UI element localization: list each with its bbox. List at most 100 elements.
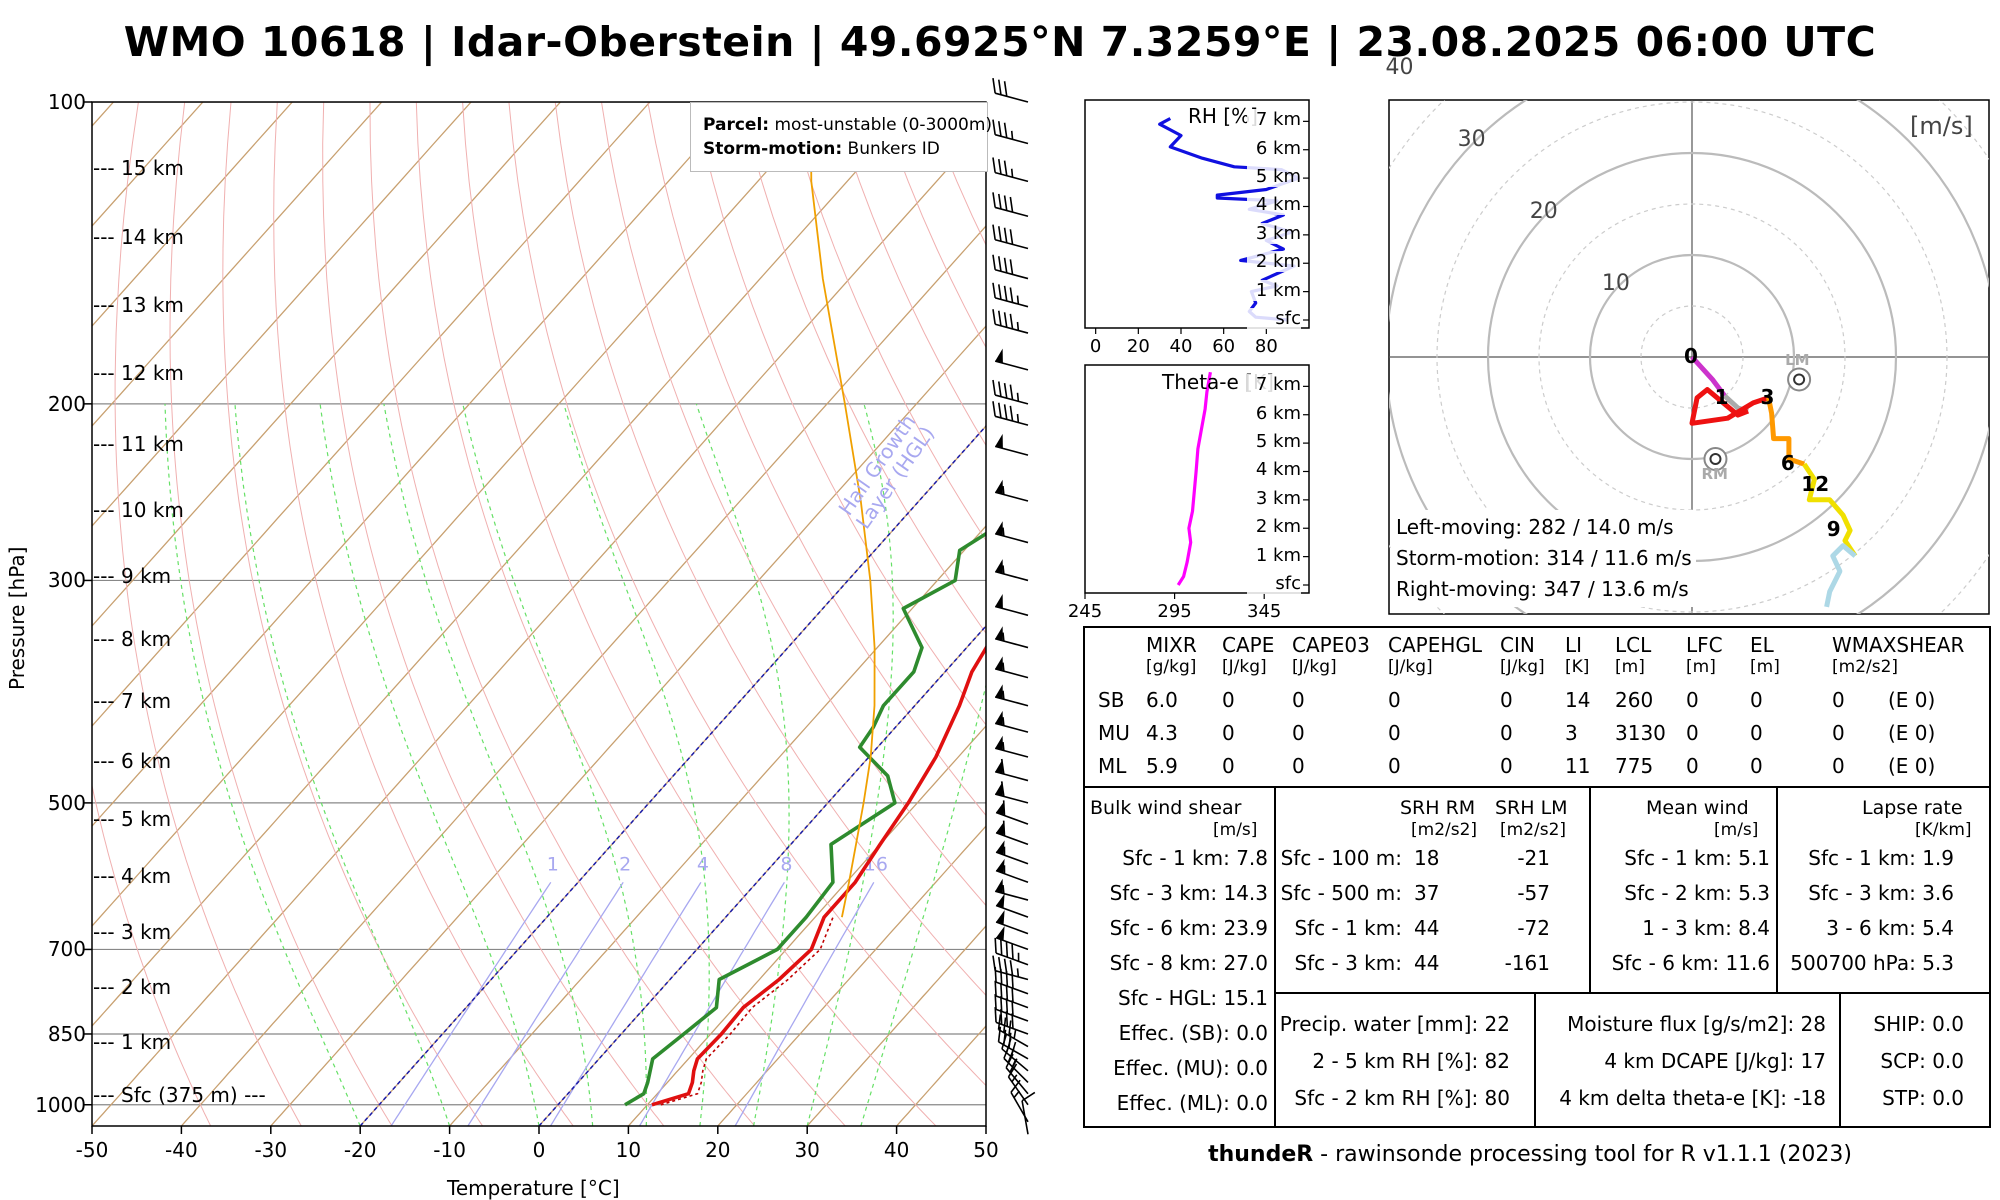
index-value: 0 <box>1388 721 1401 745</box>
moist-adiabat <box>563 403 710 1126</box>
lapse-title: Lapse rate <box>1862 797 1963 819</box>
isotherm <box>717 825 986 1126</box>
panel-x-tick: 20 <box>1126 336 1150 357</box>
dry-adiabat <box>554 102 986 997</box>
index-value: 0 <box>1832 754 1845 778</box>
index-value: 0 <box>1500 754 1513 778</box>
isotherm <box>180 225 986 1126</box>
srh-lm-value: -161 <box>1504 951 1550 975</box>
y-axis-label: Pressure [hPa] <box>5 546 29 690</box>
mixing-ratio-label: 1 <box>547 853 559 875</box>
storm-marker-lm <box>1787 367 1812 392</box>
storm-label: Storm-motion: <box>703 139 843 159</box>
wind-barb <box>992 309 1029 334</box>
wind-barb <box>994 980 1029 1009</box>
index-header: LCL <box>1615 633 1652 657</box>
rh-title: RH [%] <box>1188 104 1258 128</box>
x-tick-label: -40 <box>165 1138 198 1162</box>
parcel-value: most-unstable (0-3000m) <box>774 115 993 135</box>
index-unit: [m] <box>1615 657 1645 677</box>
x-tick-label: -30 <box>254 1138 288 1162</box>
hodo-segment <box>1824 543 1857 608</box>
srh-row-label: Sfc - 100 m: <box>1280 846 1402 870</box>
index-value: 5.9 <box>1146 754 1178 778</box>
isotherm <box>92 125 986 1126</box>
temperature-profile <box>651 644 986 1107</box>
isotherm <box>806 925 986 1126</box>
isotherm <box>627 725 986 1126</box>
wind-barb <box>992 282 1029 308</box>
index-value: 3130 <box>1615 721 1666 745</box>
index-value: 0 <box>1388 688 1401 712</box>
storm-marker-dot <box>1793 373 1806 386</box>
wind-barb <box>995 820 1029 846</box>
profile-line <box>1176 371 1212 586</box>
mixing-ratio-line <box>734 881 875 1126</box>
index-unit: [g/kg] <box>1146 657 1197 677</box>
wind-barb <box>994 559 1029 582</box>
wind-barb <box>995 858 1029 884</box>
index-header: LI <box>1565 633 1583 657</box>
moist-adiabat <box>383 403 594 1126</box>
lapse-row: Sfc - 3 km: 3.6 <box>1808 881 1954 905</box>
lapse-row: Sfc - 1 km: 1.9 <box>1808 846 1954 870</box>
index-header: LFC <box>1686 633 1723 657</box>
left-moving-text: Left-moving: 282 / 14.0 m/s <box>1396 515 1674 539</box>
isotherm <box>896 1024 986 1126</box>
srh-rm-title: SRH RM <box>1400 797 1476 819</box>
index-value: 11 <box>1565 754 1591 778</box>
index-header: MIXR <box>1146 633 1197 657</box>
isotherm <box>92 102 561 627</box>
wind-barb <box>1010 1079 1029 1123</box>
index-header: CAPE <box>1222 633 1275 657</box>
wind-barb <box>995 800 1029 825</box>
height-label: --- 2 km <box>93 975 172 999</box>
srh-row-label: Sfc - 3 km: <box>1294 951 1402 975</box>
isotherm <box>92 102 919 1027</box>
hodo-height-label: 1 <box>1714 384 1729 409</box>
wind-barb <box>995 926 1029 951</box>
wind-barb <box>995 893 1029 918</box>
table-frame <box>1083 626 1991 1128</box>
index-value: 0 <box>1750 721 1763 745</box>
panel-x-tick: 345 <box>1247 601 1282 622</box>
wind-barb <box>992 254 1029 280</box>
hodo-ring-label: 40 <box>1385 54 1414 80</box>
right-moving-text: Right-moving: 347 / 13.6 m/s <box>1396 577 1689 601</box>
dry-adiabat <box>114 102 302 1126</box>
panel-level-label: 1 km <box>1247 544 1301 566</box>
parcel-profile <box>809 102 876 918</box>
dry-adiabat <box>322 102 665 1126</box>
dewpoint-profile <box>624 531 986 1107</box>
dry-adiabat <box>739 102 986 635</box>
storm-label-rm: RM <box>1701 465 1728 483</box>
index-value: 260 <box>1615 688 1654 712</box>
panel-x-tick: 60 <box>1212 336 1236 357</box>
panel-x-tick: 245 <box>1067 601 1103 622</box>
parcel-legend: Parcel: most-unstable (0-3000m) Storm-mo… <box>690 102 992 172</box>
dry-adiabat <box>462 102 937 1126</box>
index-row-name: MU <box>1098 721 1130 745</box>
srh-rm-unit: [m2/s2] <box>1411 820 1478 840</box>
srh-row-label: Sfc - 500 m: <box>1280 881 1402 905</box>
x-tick-label: 40 <box>883 1138 910 1162</box>
height-label: --- 13 km <box>93 293 184 317</box>
mixing-ratio-line <box>638 881 785 1126</box>
index-unit: [m] <box>1750 657 1780 677</box>
storm-label-lm: LM <box>1785 351 1810 370</box>
virtual-temperature <box>660 916 834 1106</box>
panel-level-label: 4 km <box>1247 194 1301 216</box>
storm-value: Bunkers ID <box>847 139 940 159</box>
panel-level-label: 7 km <box>1247 109 1301 131</box>
moisture-row: 2 - 5 km RH [%]: 82 <box>1312 1049 1510 1073</box>
x-axis-label: Temperature [°C] <box>447 1176 620 1200</box>
storm-motion-text: Storm-motion: 314 / 11.6 m/s <box>1396 546 1692 570</box>
wind-barb <box>994 781 1029 804</box>
index-unit: [K] <box>1565 657 1590 677</box>
index-value: 0 <box>1832 688 1845 712</box>
index-value: (E 0) <box>1888 721 1936 745</box>
mixing-ratio-line <box>549 881 702 1126</box>
dry-adiabat <box>369 102 755 1126</box>
lapse-row: 500700 hPa: 5.3 <box>1790 951 1954 975</box>
panel-level-label: 6 km <box>1247 137 1301 159</box>
